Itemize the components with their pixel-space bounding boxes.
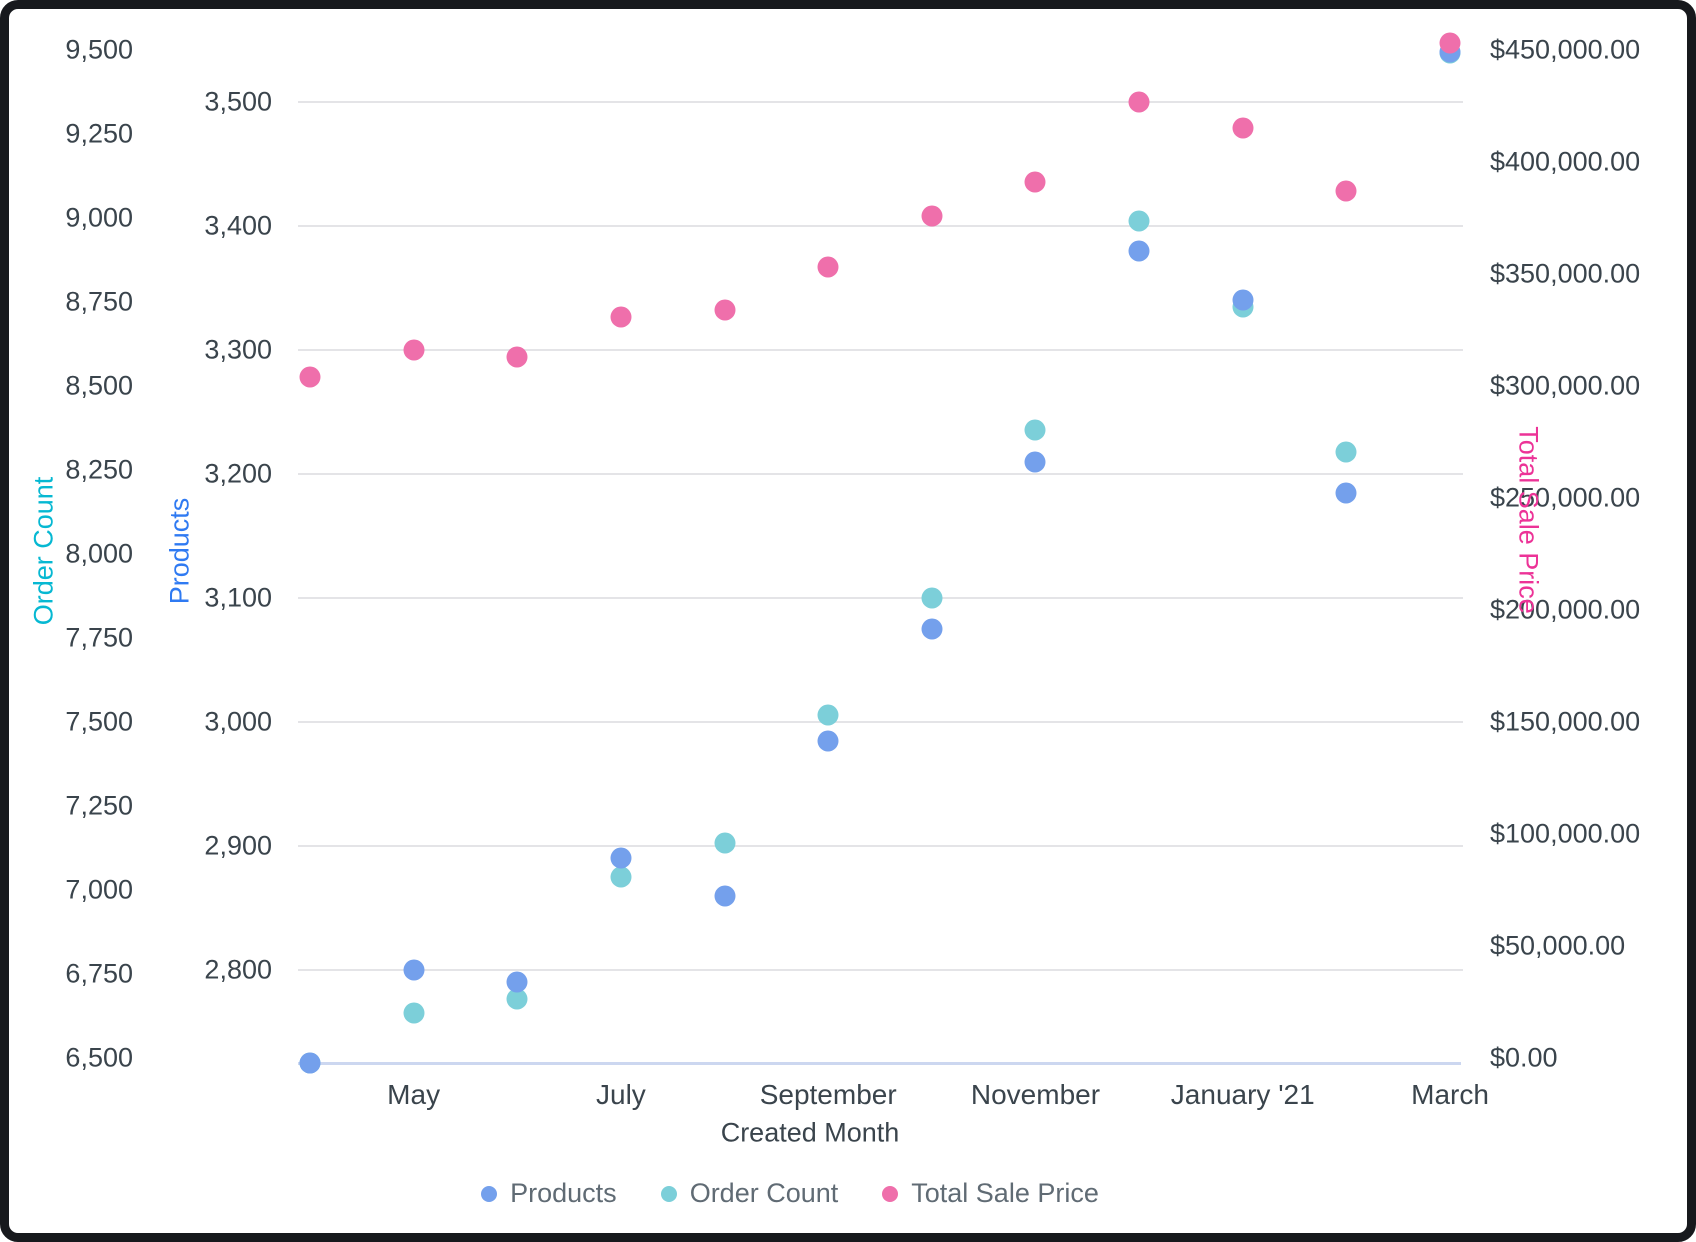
- legend-item-label: Total Sale Price: [911, 1178, 1099, 1208]
- y-tick-label-products: 3,400: [204, 210, 272, 241]
- data-point-total-sale-price[interactable]: [817, 256, 839, 278]
- y-tick-label-total-sale-price: $450,000.00: [1490, 34, 1641, 65]
- y-tick-label-order-count: 7,000: [65, 874, 133, 905]
- data-point-products[interactable]: [506, 971, 528, 993]
- x-tick-label: November: [970, 1079, 1101, 1110]
- data-point-total-sale-price[interactable]: [1232, 117, 1254, 139]
- data-point-products[interactable]: [610, 847, 632, 869]
- y-axis-title-total-sale-price: Total Sale Price: [1513, 426, 1544, 614]
- y-tick-label-total-sale-price: $200,000.00: [1490, 594, 1641, 625]
- data-point-order-count[interactable]: [610, 866, 632, 888]
- x-tick-label: September: [759, 1079, 897, 1110]
- y-tick-label-products: 3,200: [204, 458, 272, 489]
- data-point-products[interactable]: [299, 1052, 321, 1074]
- y-axis-title-order-count: Order Count: [28, 476, 59, 626]
- gridline: [298, 597, 1463, 599]
- data-point-products[interactable]: [1335, 482, 1357, 504]
- y-tick-label-total-sale-price: $300,000.00: [1490, 370, 1641, 401]
- x-tick-label: May: [387, 1079, 441, 1110]
- y-tick-label-order-count: 7,500: [65, 706, 133, 737]
- data-point-order-count[interactable]: [1128, 210, 1150, 232]
- y-tick-label-products: 3,100: [204, 582, 272, 613]
- data-point-order-count[interactable]: [817, 704, 839, 726]
- y-tick-label-products: 3,500: [204, 86, 272, 117]
- legend-item-label: Products: [510, 1178, 617, 1208]
- y-tick-label-order-count: 7,250: [65, 790, 133, 821]
- legend-item[interactable]: Order Count: [660, 1178, 839, 1209]
- data-point-products[interactable]: [817, 730, 839, 752]
- data-point-order-count[interactable]: [506, 988, 528, 1010]
- legend-item-label: Order Count: [689, 1178, 839, 1208]
- data-point-total-sale-price[interactable]: [1335, 180, 1357, 202]
- data-point-products[interactable]: [714, 885, 736, 907]
- x-axis-title: Created Month: [720, 1117, 900, 1148]
- y-tick-label-order-count: 9,250: [65, 118, 133, 149]
- legend-dot-icon: [481, 1185, 498, 1202]
- data-point-products[interactable]: [1232, 289, 1254, 311]
- x-axis-line: [298, 1062, 1461, 1065]
- gridline: [298, 969, 1463, 971]
- y-tick-label-products: 3,000: [204, 706, 272, 737]
- data-point-products[interactable]: [1128, 240, 1150, 262]
- y-tick-label-total-sale-price: $350,000.00: [1490, 258, 1641, 289]
- data-point-order-count[interactable]: [1335, 441, 1357, 463]
- x-tick-label: July: [596, 1079, 646, 1110]
- legend-item[interactable]: Products: [481, 1178, 617, 1209]
- y-tick-label-order-count: 8,250: [65, 454, 133, 485]
- y-tick-label-total-sale-price: $0.00: [1490, 1042, 1558, 1073]
- gridline: [298, 845, 1463, 847]
- legend-item[interactable]: Total Sale Price: [882, 1178, 1099, 1209]
- y-tick-label-products: 2,900: [204, 830, 272, 861]
- y-tick-label-order-count: 6,750: [65, 958, 133, 989]
- data-point-total-sale-price[interactable]: [506, 346, 528, 368]
- y-axis-title-products: Products: [164, 497, 195, 605]
- legend: Products Order Count Total Sale Price: [0, 1178, 1580, 1209]
- data-point-total-sale-price[interactable]: [714, 299, 736, 321]
- data-point-total-sale-price[interactable]: [1024, 171, 1046, 193]
- y-tick-label-order-count: 8,750: [65, 286, 133, 317]
- y-tick-label-products: 2,800: [204, 954, 272, 985]
- y-tick-label-order-count: 6,500: [65, 1042, 133, 1073]
- gridline: [298, 721, 1463, 723]
- y-tick-label-total-sale-price: $150,000.00: [1490, 706, 1641, 737]
- data-point-products[interactable]: [921, 618, 943, 640]
- y-tick-label-total-sale-price: $100,000.00: [1490, 818, 1641, 849]
- data-point-order-count[interactable]: [921, 587, 943, 609]
- x-tick-label: January '21: [1170, 1079, 1315, 1110]
- data-point-total-sale-price[interactable]: [299, 366, 321, 388]
- data-point-products[interactable]: [403, 959, 425, 981]
- y-tick-label-total-sale-price: $250,000.00: [1490, 482, 1641, 513]
- y-tick-label-total-sale-price: $50,000.00: [1490, 930, 1626, 961]
- data-point-total-sale-price[interactable]: [1439, 32, 1461, 54]
- y-tick-label-order-count: 7,750: [65, 622, 133, 653]
- gridline: [298, 225, 1463, 227]
- data-point-total-sale-price[interactable]: [1128, 91, 1150, 113]
- data-point-total-sale-price[interactable]: [610, 306, 632, 328]
- data-point-order-count[interactable]: [1024, 419, 1046, 441]
- data-point-order-count[interactable]: [714, 832, 736, 854]
- data-point-total-sale-price[interactable]: [921, 205, 943, 227]
- data-point-order-count[interactable]: [403, 1002, 425, 1024]
- y-tick-label-total-sale-price: $400,000.00: [1490, 146, 1641, 177]
- y-tick-label-products: 3,300: [204, 334, 272, 365]
- legend-dot-icon: [882, 1185, 899, 1202]
- legend-dot-icon: [660, 1185, 677, 1202]
- x-tick-label: March: [1411, 1079, 1489, 1110]
- data-point-products[interactable]: [1024, 451, 1046, 473]
- gridline: [298, 349, 1463, 351]
- data-point-total-sale-price[interactable]: [403, 339, 425, 361]
- gridline: [298, 473, 1463, 475]
- y-tick-label-order-count: 8,000: [65, 538, 133, 569]
- y-tick-label-order-count: 8,500: [65, 370, 133, 401]
- y-tick-label-order-count: 9,000: [65, 202, 133, 233]
- gridline: [298, 101, 1463, 103]
- y-tick-label-order-count: 9,500: [65, 34, 133, 65]
